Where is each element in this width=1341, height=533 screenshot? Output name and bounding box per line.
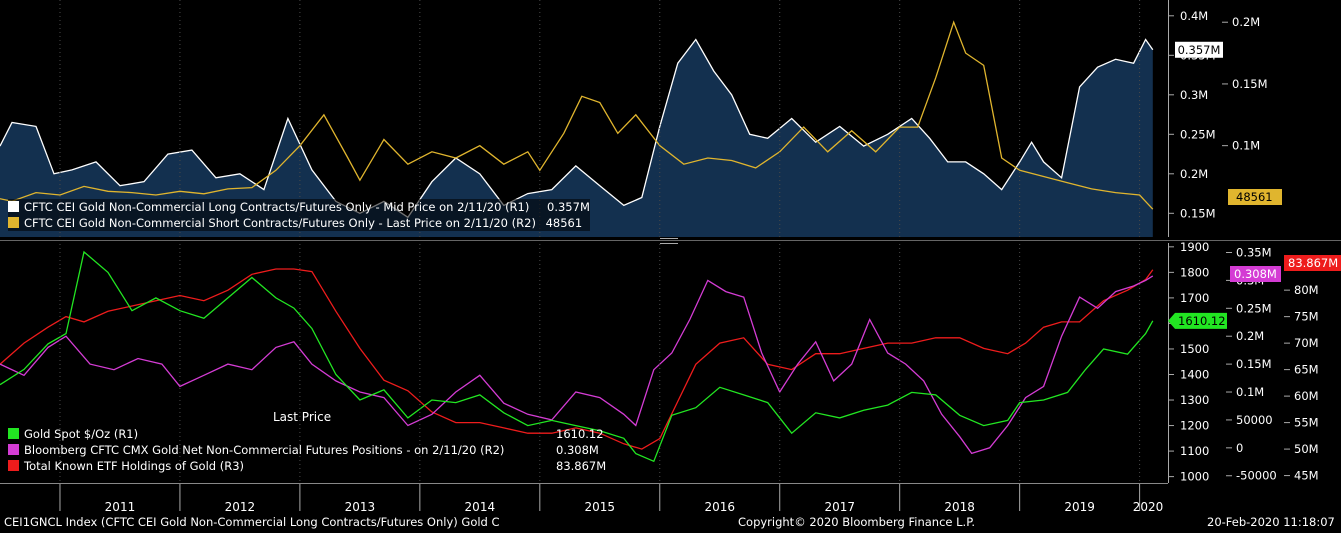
legend-swatch-yellow bbox=[8, 217, 19, 228]
r2-tick-label: 0.1M bbox=[1232, 139, 1260, 153]
r3-tick-label: 60M bbox=[1294, 389, 1319, 403]
legend-item-long-contracts: CFTC CEI Gold Non-Commercial Long Contra… bbox=[8, 199, 590, 215]
panel-divider[interactable] bbox=[0, 240, 1341, 241]
series-gold-spot-line bbox=[0, 250, 1154, 463]
r2-tick-label: 0.15M bbox=[1232, 77, 1268, 91]
panel-resize-handle[interactable] bbox=[660, 238, 678, 244]
r1-tick-label: 0.25M bbox=[1180, 127, 1216, 141]
r1-tick-label: 0.15M bbox=[1180, 206, 1216, 220]
r1-tick-label: 1100 bbox=[1180, 444, 1209, 458]
top-legend: CFTC CEI Gold Non-Commercial Long Contra… bbox=[8, 199, 590, 231]
r1-tick-label: 0.4M bbox=[1180, 9, 1208, 23]
last-value-tag-etf-text: 83.867M bbox=[1288, 256, 1338, 270]
r1-tick-label: 1800 bbox=[1180, 265, 1209, 279]
r3-tick-label: 65M bbox=[1294, 363, 1319, 377]
year-label: 2018 bbox=[944, 500, 975, 514]
r1-tick-label: 1700 bbox=[1180, 291, 1209, 305]
top-panel-right-axis: 0.4M0.35M0.3M0.25M0.2M0.15M0.2M0.15M0.1M… bbox=[1168, 0, 1282, 237]
bottom-panel-plot bbox=[0, 250, 1154, 463]
legend-item-short-contracts: CFTC CEI Gold Non-Commercial Short Contr… bbox=[8, 215, 590, 231]
year-label: 2016 bbox=[704, 500, 735, 514]
r1-tick-label: 1500 bbox=[1180, 342, 1209, 356]
last-value-long-text: 0.357M bbox=[1178, 43, 1221, 57]
legend-label-long: CFTC CEI Gold Non-Commercial Long Contra… bbox=[24, 200, 530, 214]
r2-tick-label: 0.1M bbox=[1236, 385, 1264, 399]
last-value-tag-gold-spot bbox=[1168, 312, 1227, 329]
r1-tick-label: 1000 bbox=[1180, 470, 1209, 484]
r3-tick-label: 75M bbox=[1294, 310, 1319, 324]
r3-tick-label: 50M bbox=[1294, 442, 1319, 456]
r3-tick-label: 45M bbox=[1294, 469, 1319, 483]
r3-tick-label: 80M bbox=[1294, 283, 1319, 297]
legend-value-gold-spot: 1610.12 bbox=[556, 427, 604, 441]
bottom-legend: Gold Spot $/Oz (R1) 1610.12 Bloomberg CF… bbox=[8, 426, 608, 474]
legend-swatch-green bbox=[8, 428, 19, 439]
legend-label-short: CFTC CEI Gold Non-Commercial Short Contr… bbox=[24, 216, 536, 230]
legend-value-etf: 83.867M bbox=[556, 459, 607, 473]
footer-ticker: CEI1GNCL Index (CFTC CEI Gold Non-Commer… bbox=[4, 515, 500, 529]
last-value-tag-net-positions bbox=[1230, 266, 1281, 282]
legend-label-etf: Total Known ETF Holdings of Gold (R3) bbox=[24, 459, 245, 473]
last-price-annotation: Last Price bbox=[273, 410, 332, 424]
r1-tick-label: 1200 bbox=[1180, 419, 1209, 433]
last-value-short-text: 48561 bbox=[1236, 190, 1273, 204]
series-etf-holdings-line bbox=[0, 268, 1154, 450]
legend-label-gold-spot: Gold Spot $/Oz (R1) bbox=[24, 427, 139, 441]
year-label: 2013 bbox=[345, 500, 376, 514]
legend-swatch-red bbox=[8, 460, 19, 471]
legend-value-long: 0.357M bbox=[547, 200, 590, 214]
series-long-contracts-line bbox=[0, 38, 1154, 219]
r2-tick-label: 50000 bbox=[1236, 413, 1273, 427]
r2-tick-label: -50000 bbox=[1236, 469, 1277, 483]
r2-tick-label: 0.35M bbox=[1236, 245, 1272, 259]
r2-tick-label: 0.2M bbox=[1236, 329, 1264, 343]
series-net-positions-line bbox=[0, 275, 1154, 455]
bottom-panel-right-axis: 1900180017001600150014001300120011001000… bbox=[1168, 240, 1341, 484]
footer-timestamp: 20-Feb-2020 11:18:07 bbox=[1207, 515, 1335, 529]
year-label: 2019 bbox=[1064, 500, 1095, 514]
legend-value-short: 48561 bbox=[545, 216, 583, 230]
legend-item-gold-spot: Gold Spot $/Oz (R1) 1610.12 bbox=[8, 426, 608, 442]
r3-tick-label: 55M bbox=[1294, 416, 1319, 430]
r2-tick-label: 0 bbox=[1236, 441, 1243, 455]
year-label: 2017 bbox=[824, 500, 855, 514]
year-label: 2011 bbox=[105, 500, 136, 514]
year-label: 2020 bbox=[1133, 500, 1164, 514]
r1-tick-label: 0.3M bbox=[1180, 88, 1208, 102]
year-axis: 2011 2012 2013 2014 2015 2016 2017 2018 2019 2020 bbox=[0, 0, 1168, 514]
legend-swatch-magenta bbox=[8, 444, 19, 455]
footer-copyright: Copyright© 2020 Bloomberg Finance L.P. bbox=[738, 515, 975, 529]
top-panel-plot bbox=[0, 20, 1154, 237]
r1-tick-label: 1300 bbox=[1180, 393, 1209, 407]
last-value-tag-short bbox=[1228, 189, 1282, 205]
legend-item-etf-holdings: Total Known ETF Holdings of Gold (R3) 83… bbox=[8, 458, 608, 474]
year-label: 2014 bbox=[465, 500, 496, 514]
last-value-tag-net-positions-text: 0.308M bbox=[1234, 267, 1277, 281]
legend-swatch-white bbox=[8, 201, 19, 212]
r1-tick-label: 1400 bbox=[1180, 367, 1209, 381]
r2-tick-label: 0.2M bbox=[1232, 15, 1260, 29]
year-label: 2012 bbox=[225, 500, 256, 514]
last-value-tag-long bbox=[1175, 41, 1223, 58]
r1-tick-label: 0.2M bbox=[1180, 167, 1208, 181]
year-label: 2015 bbox=[585, 500, 616, 514]
last-value-gold-spot-text: 1610.12 bbox=[1178, 314, 1226, 328]
legend-item-net-positions: Bloomberg CFTC CMX Gold Net Non-Commerci… bbox=[8, 442, 608, 458]
last-value-tag-etf bbox=[1284, 255, 1341, 271]
series-short-contracts-line bbox=[0, 20, 1154, 210]
r1-tick-label: 1900 bbox=[1180, 240, 1209, 254]
legend-label-net-positions: Bloomberg CFTC CMX Gold Net Non-Commerci… bbox=[24, 443, 505, 457]
series-long-contracts-area bbox=[0, 39, 1153, 237]
r2-tick-label: 0.15M bbox=[1236, 357, 1272, 371]
r2-tick-label: 0.25M bbox=[1236, 301, 1272, 315]
legend-value-net-positions: 0.308M bbox=[556, 443, 599, 457]
r3-tick-label: 70M bbox=[1294, 336, 1319, 350]
